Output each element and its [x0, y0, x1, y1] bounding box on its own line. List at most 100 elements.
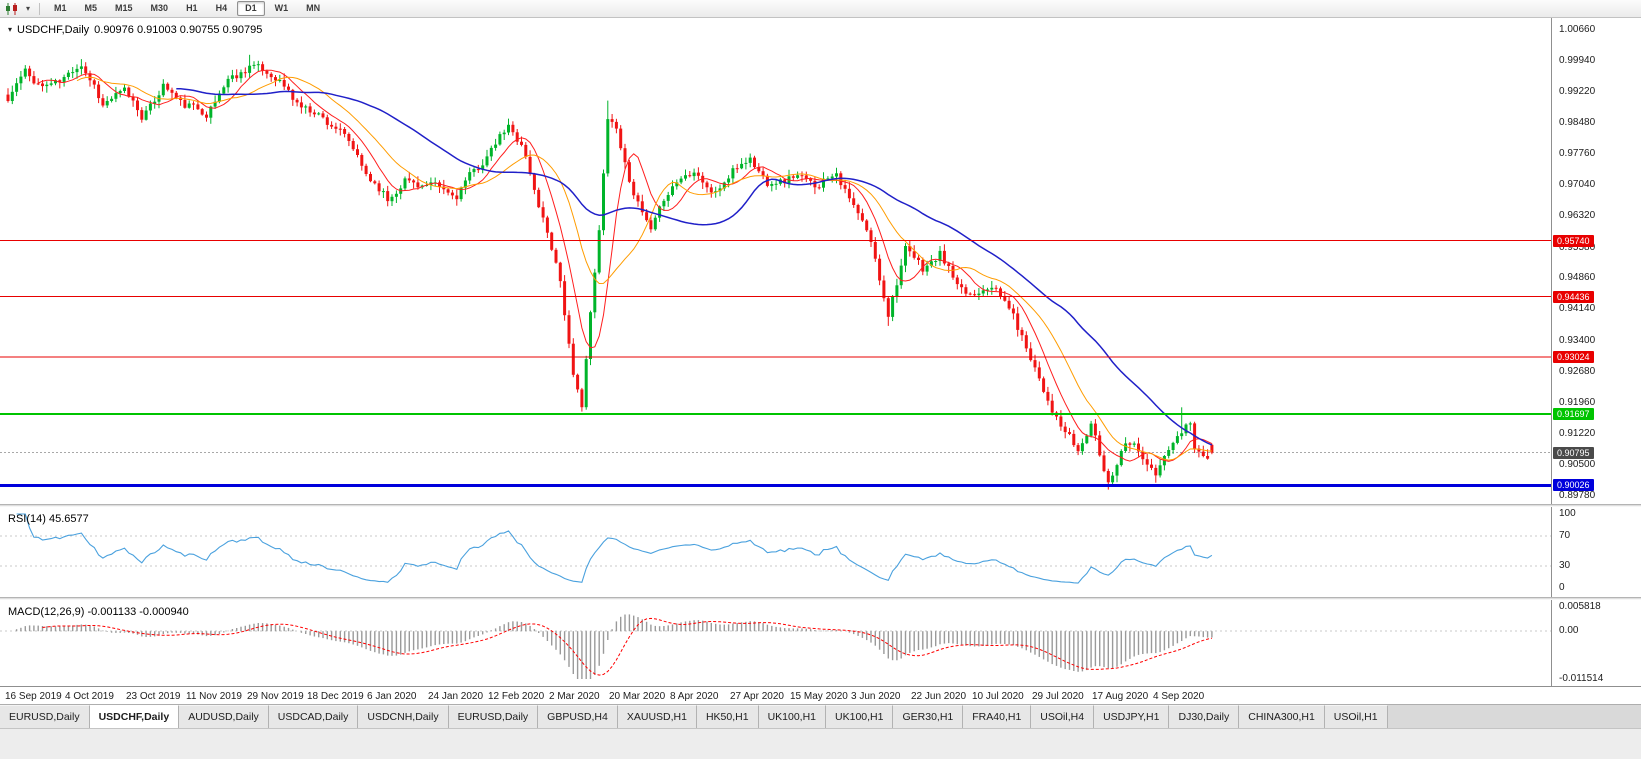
axis-tick-label: 0.98480 — [1559, 117, 1596, 129]
date-tick-label: 17 Aug 2020 — [1092, 691, 1149, 702]
price-badge: 0.90026 — [1553, 479, 1594, 492]
time-axis[interactable]: 16 Sep 2019 4 Oct 2019 23 Oct 2019 11 Nov 2… — [0, 686, 1641, 704]
timeframe-button-d1[interactable]: D1 — [237, 1, 265, 16]
date-tick-label: 24 Jan 2020 — [428, 691, 484, 702]
chart-tab-uk100-h1[interactable]: UK100,H1 — [826, 705, 894, 728]
axis-tick-label: 0.99220 — [1559, 85, 1596, 97]
symbol-marker-icon: ▾ — [8, 25, 13, 34]
timeframe-button-m5[interactable]: M5 — [84, 3, 98, 13]
timeframe-button-w1[interactable]: W1 — [274, 3, 289, 13]
macd-axis[interactable]: 0.005818 0.00 -0.011514 — [1551, 600, 1641, 686]
date-tick-label: 11 Nov 2019 — [186, 691, 242, 702]
axis-tick-label: 0.97760 — [1559, 148, 1596, 160]
timeframe-button-h1[interactable]: H1 — [186, 3, 198, 13]
chart-tab-eurusd-daily[interactable]: EURUSD,Daily — [448, 705, 539, 728]
date-tick-label: 4 Sep 2020 — [1153, 691, 1205, 702]
rsi-label: RSI(14) 45.6577 — [8, 513, 89, 525]
date-tick-label: 15 May 2020 — [790, 691, 848, 702]
price-axis[interactable]: 1.00660 0.99940 0.99220 0.98480 0.97760 0.970… — [1551, 18, 1641, 504]
axis-tick-label: 0.90500 — [1559, 459, 1596, 471]
axis-tick-label: 0.99940 — [1559, 54, 1596, 66]
chart-tab-usoil-h1[interactable]: USOil,H1 — [1324, 705, 1388, 728]
date-tick-label: 23 Oct 2019 — [126, 691, 181, 702]
price-badge: 0.94436 — [1553, 290, 1594, 303]
date-tick-label: 2 Mar 2020 — [549, 691, 600, 702]
macd-panel: 0.005818 0.00 -0.011514 MACD(12,26,9) -0.0… — [0, 600, 1641, 686]
axis-tick-label: 0.96320 — [1559, 209, 1596, 221]
chart-tab-fra40-h1[interactable]: FRA40,H1 — [963, 705, 1032, 728]
rsi-chart[interactable] — [0, 507, 1551, 597]
chart-tab-uk100-h1[interactable]: UK100,H1 — [758, 705, 827, 728]
ohlc-values: 0.90976 0.91003 0.90755 0.90795 — [94, 24, 263, 36]
date-tick-label: 6 Jan 2020 — [367, 691, 417, 702]
panel-splitter[interactable] — [0, 504, 1641, 507]
timeframe-button-m1[interactable]: M1 — [54, 3, 67, 13]
rsi-axis[interactable]: 100 70 30 0 — [1551, 507, 1641, 597]
chart-tab-usdjpy-h1[interactable]: USDJPY,H1 — [1094, 705, 1170, 728]
date-tick-label: 20 Mar 2020 — [609, 691, 666, 702]
chart-tab-china300-h1[interactable]: CHINA300,H1 — [1239, 705, 1325, 728]
chart-tab-usdcad-daily[interactable]: USDCAD,Daily — [268, 705, 359, 728]
chart-tab-audusd-daily[interactable]: AUDUSD,Daily — [179, 705, 269, 728]
chevron-down-icon[interactable]: ▾ — [25, 4, 30, 13]
chart-tabs: EURUSD,Daily USDCHF,Daily AUDUSD,Daily USDC… — [0, 704, 1641, 728]
date-tick-label: 16 Sep 2019 — [5, 691, 62, 702]
status-bar — [0, 728, 1641, 759]
axis-tick-label: 0.94860 — [1559, 272, 1596, 284]
axis-tick-label: 0.93400 — [1559, 334, 1596, 346]
timeframe-button-h4[interactable]: H4 — [215, 3, 228, 13]
timeframe-button-m30[interactable]: M30 — [150, 3, 169, 13]
axis-tick-label: 0.005818 — [1559, 601, 1601, 612]
timeframe-button-m15[interactable]: M15 — [115, 3, 133, 13]
chart-tab-usoil-h4[interactable]: USOil,H4 — [1031, 705, 1095, 728]
date-tick-label: 10 Jul 2020 — [972, 691, 1024, 702]
date-tick-label: 8 Apr 2020 — [670, 691, 719, 702]
chart-tab-ger30-h1[interactable]: GER30,H1 — [893, 705, 964, 728]
date-tick-label: 22 Jun 2020 — [911, 691, 967, 702]
axis-tick-label: 0.89780 — [1559, 489, 1596, 501]
axis-tick-label: 0.97040 — [1559, 179, 1596, 190]
axis-tick-label: 70 — [1559, 530, 1571, 542]
chart-tab-gbpusd-h4[interactable]: GBPUSD,H4 — [538, 705, 618, 728]
date-tick-label: 3 Jun 2020 — [851, 691, 901, 702]
panel-splitter[interactable] — [0, 597, 1641, 600]
date-tick-label: 18 Dec 2019 — [307, 691, 364, 702]
chart-tab-usdchf-daily[interactable]: USDCHF,Daily — [89, 705, 180, 728]
date-tick-label: 29 Nov 2019 — [247, 691, 304, 702]
chart-tab-xauusd-h1[interactable]: XAUUSD,H1 — [617, 705, 697, 728]
macd-chart[interactable] — [0, 600, 1551, 686]
axis-tick-label: 0.91220 — [1559, 428, 1596, 440]
date-tick-label: 4 Oct 2019 — [65, 691, 114, 702]
axis-tick-label: 0.91960 — [1559, 396, 1596, 408]
macd-label: MACD(12,26,9) -0.001133 -0.000940 — [8, 606, 189, 618]
price-badge: 0.90795 — [1553, 446, 1594, 459]
macd-label-text: MACD(12,26,9) -0.001133 -0.000940 — [8, 606, 189, 618]
price-badge: 0.93024 — [1553, 351, 1594, 364]
timeframe-buttons: M1 M5 M15 M30 H1 H4 D1 W1 MN — [45, 1, 329, 16]
chart-symbol-label: ▾ USDCHF,Daily 0.90976 0.91003 0.90755 0… — [8, 24, 262, 36]
timeframe-toolbar: ▾ M1 M5 M15 M30 H1 H4 D1 W1 MN — [0, 0, 1641, 18]
chart-tab-eurusd-daily[interactable]: EURUSD,Daily — [0, 705, 90, 728]
date-tick-label: 27 Apr 2020 — [730, 691, 784, 702]
axis-tick-label: 1.00660 — [1559, 23, 1596, 35]
rsi-label-text: RSI(14) 45.6577 — [8, 513, 89, 525]
price-badge: 0.95740 — [1553, 234, 1594, 247]
axis-tick-label: 0.95580 — [1559, 241, 1596, 253]
timeframe-button-mn[interactable]: MN — [306, 3, 321, 13]
axis-tick-label: 30 — [1559, 559, 1571, 571]
chart-tab-hk50-h1[interactable]: HK50,H1 — [696, 705, 759, 728]
axis-tick-label: -0.011514 — [1559, 673, 1604, 684]
date-tick-label: 29 Jul 2020 — [1032, 691, 1084, 702]
axis-tick-label: 0.92680 — [1559, 365, 1596, 377]
date-tick-label: 12 Feb 2020 — [488, 691, 545, 702]
candlestick-chart-icon[interactable] — [3, 2, 21, 16]
candlestick-glyph — [6, 2, 17, 15]
rsi-panel: 100 70 30 0 RSI(14) 45.6577 — [0, 507, 1641, 597]
chart-tab-dj30-daily[interactable]: DJ30,Daily — [1169, 705, 1240, 728]
axis-tick-label: 0 — [1559, 582, 1565, 593]
symbol-name: USDCHF,Daily — [17, 24, 90, 36]
axis-tick-label: 0.94140 — [1559, 303, 1596, 315]
chart-tab-usdcnh-daily[interactable]: USDCNH,Daily — [358, 705, 449, 728]
candlestick-chart[interactable] — [0, 18, 1551, 504]
